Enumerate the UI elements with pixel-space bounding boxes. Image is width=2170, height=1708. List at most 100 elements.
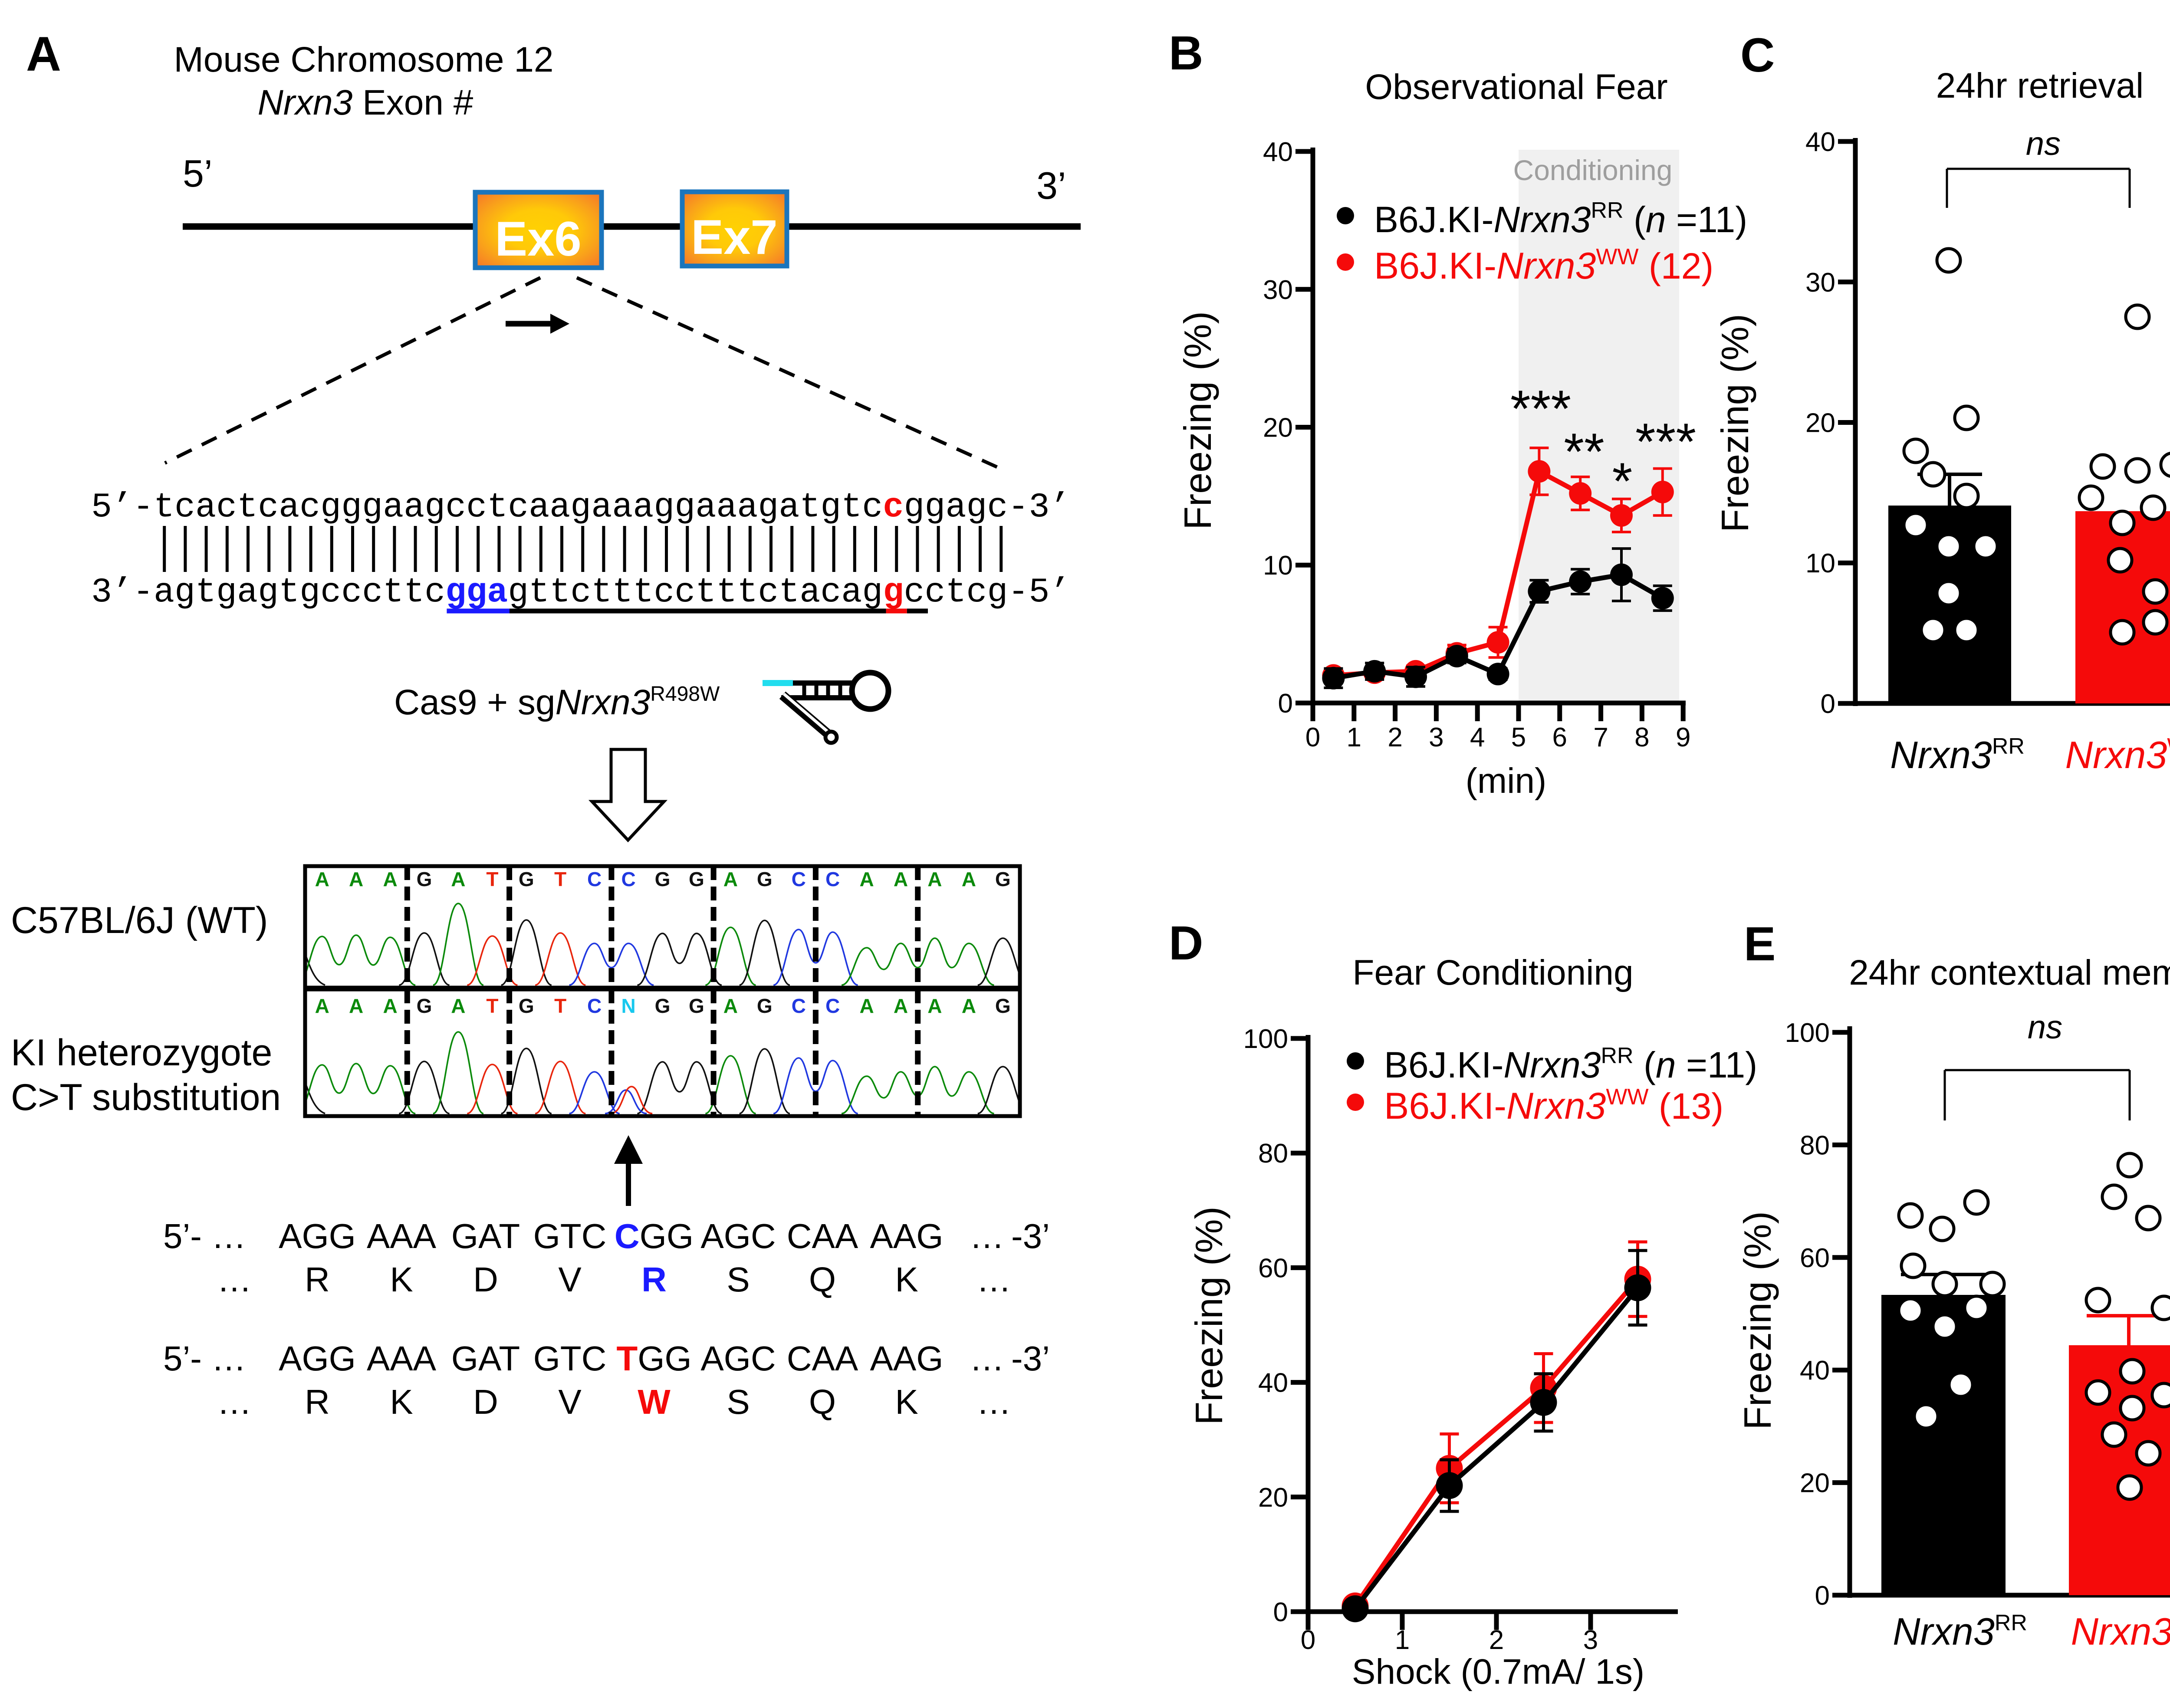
svg-text:GAT: GAT	[451, 1339, 520, 1378]
svg-text:6: 6	[1552, 723, 1567, 752]
svg-text:B6J.KI-Nrxn3WW (12): B6J.KI-Nrxn3WW (12)	[1374, 244, 1713, 287]
svg-text:0: 0	[1301, 1625, 1315, 1655]
svg-text:A: A	[723, 995, 738, 1017]
svg-text:G: G	[417, 868, 432, 890]
svg-text:A: A	[962, 868, 976, 890]
svg-text:40: 40	[1263, 137, 1293, 167]
svg-text:0: 0	[1278, 689, 1293, 719]
svg-text:Freezing (%): Freezing (%)	[1713, 314, 1756, 532]
svg-text:AGC: AGC	[700, 1339, 776, 1378]
svg-text:Freezing (%): Freezing (%)	[1187, 1206, 1230, 1425]
svg-text:2: 2	[1387, 723, 1402, 752]
svg-text:AAA: AAA	[367, 1339, 437, 1378]
svg-text:T: T	[554, 995, 566, 1017]
svg-text:R: R	[305, 1260, 330, 1299]
svg-text:Freezing (%): Freezing (%)	[1176, 311, 1219, 530]
svg-text:G: G	[689, 995, 704, 1017]
svg-text:0: 0	[1273, 1597, 1288, 1627]
svg-text:60: 60	[1258, 1253, 1288, 1283]
svg-text:ns: ns	[2028, 1009, 2062, 1046]
svg-text:G: G	[689, 868, 704, 890]
svg-text:C: C	[792, 995, 806, 1017]
svg-text:CAA: CAA	[787, 1217, 858, 1255]
svg-text:Shock (0.7mA/ 1s): Shock (0.7mA/ 1s)	[1352, 1652, 1644, 1692]
svg-text:G: G	[519, 868, 534, 890]
svg-text:A: A	[859, 995, 874, 1017]
svg-text:AAG: AAG	[870, 1339, 944, 1378]
svg-text:S: S	[727, 1260, 750, 1299]
svg-text:A: A	[349, 995, 363, 1017]
svg-text:A: A	[894, 995, 908, 1017]
svg-text:B6J.KI-Nrxn3WW (13): B6J.KI-Nrxn3WW (13)	[1384, 1084, 1723, 1127]
svg-text:D: D	[1169, 916, 1203, 970]
svg-text:3: 3	[1583, 1625, 1598, 1655]
svg-text:K: K	[895, 1383, 918, 1421]
svg-text:G: G	[519, 995, 534, 1017]
svg-text:20: 20	[1800, 1468, 1830, 1498]
svg-text:10: 10	[1805, 549, 1835, 578]
svg-text:A: A	[894, 868, 908, 890]
svg-text:C: C	[1740, 29, 1775, 82]
svg-text:Nrxn3RR: Nrxn3RR	[1893, 1610, 2027, 1653]
svg-text:…: …	[970, 1217, 1004, 1255]
svg-text:Cas9 + sgNrxn3R498W: Cas9 + sgNrxn3R498W	[394, 683, 720, 722]
svg-text:24hr contextual memory: 24hr contextual memory	[1849, 953, 2170, 992]
svg-text:(min): (min)	[1466, 761, 1547, 801]
svg-text:3: 3	[1429, 723, 1443, 752]
svg-text:D: D	[473, 1260, 498, 1299]
svg-text:G: G	[655, 995, 671, 1017]
svg-text:Ex7: Ex7	[691, 210, 777, 264]
svg-text:…: …	[217, 1383, 252, 1421]
svg-text:…: …	[217, 1260, 252, 1299]
svg-text:CAA: CAA	[787, 1339, 858, 1378]
svg-text:Conditioning: Conditioning	[1513, 154, 1673, 186]
svg-text:G: G	[417, 995, 432, 1017]
svg-text:40: 40	[1800, 1356, 1830, 1386]
svg-text:AGG: AGG	[279, 1339, 356, 1378]
svg-text:G: G	[655, 868, 671, 890]
svg-text:***: ***	[1635, 413, 1696, 471]
svg-text:5’: 5’	[183, 152, 213, 195]
svg-text:AGC: AGC	[700, 1217, 776, 1255]
svg-text:3’-agtgagtgcccttcggagttctttcct: 3’-agtgagtgcccttcggagttctttcctttctacaggc…	[91, 573, 1070, 612]
svg-text:V: V	[558, 1383, 582, 1421]
svg-text:CGG: CGG	[615, 1217, 694, 1255]
svg-text:Q: Q	[809, 1383, 836, 1421]
svg-text:3’: 3’	[1036, 164, 1066, 207]
svg-text:…: …	[970, 1339, 1004, 1378]
svg-text:C: C	[587, 995, 602, 1017]
svg-text:-3’: -3’	[1011, 1339, 1050, 1378]
svg-text:G: G	[995, 995, 1011, 1017]
svg-text:A: A	[26, 27, 61, 81]
svg-text:…: …	[976, 1383, 1011, 1421]
svg-text:GTC: GTC	[533, 1339, 607, 1378]
svg-text:20: 20	[1263, 413, 1293, 443]
svg-text:C: C	[792, 868, 806, 890]
svg-text:D: D	[473, 1383, 498, 1421]
svg-text:K: K	[895, 1260, 918, 1299]
svg-text:C: C	[587, 868, 602, 890]
svg-text:R: R	[305, 1383, 330, 1421]
svg-text:100: 100	[1243, 1024, 1288, 1054]
svg-text:T: T	[554, 868, 566, 890]
svg-text:C: C	[825, 868, 840, 890]
svg-text:60: 60	[1800, 1243, 1830, 1273]
svg-text:GAT: GAT	[451, 1217, 520, 1255]
svg-text:Observational Fear: Observational Fear	[1365, 67, 1667, 107]
svg-text:100: 100	[1785, 1018, 1830, 1048]
svg-text:Nrxn3WW: Nrxn3WW	[2071, 1610, 2170, 1653]
svg-text:2: 2	[1489, 1625, 1504, 1655]
svg-text:5’-tcactcacgggaagcctcaagaaagga: 5’-tcactcacgggaagcctcaagaaaggaaagatgtccg…	[91, 488, 1070, 527]
svg-text:40: 40	[1258, 1368, 1288, 1398]
svg-text:C57BL/6J (WT): C57BL/6J (WT)	[11, 900, 268, 941]
svg-text:Fear Conditioning: Fear Conditioning	[1352, 953, 1633, 992]
svg-text:40: 40	[1805, 127, 1835, 157]
svg-text:B: B	[1169, 26, 1203, 80]
svg-text:A: A	[859, 868, 874, 890]
svg-text:0: 0	[1305, 723, 1320, 752]
svg-text:KI heterozygote: KI heterozygote	[11, 1032, 272, 1074]
svg-text:A: A	[451, 868, 465, 890]
svg-text:8: 8	[1634, 723, 1649, 752]
svg-text:Q: Q	[809, 1260, 836, 1299]
svg-text:A: A	[927, 995, 942, 1017]
